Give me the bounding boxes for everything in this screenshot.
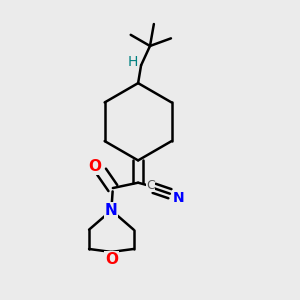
Text: N: N <box>172 190 184 205</box>
Text: O: O <box>88 159 101 174</box>
Text: N: N <box>105 203 118 218</box>
Text: C: C <box>146 179 155 192</box>
Text: H: H <box>128 55 138 69</box>
Text: O: O <box>105 252 118 267</box>
